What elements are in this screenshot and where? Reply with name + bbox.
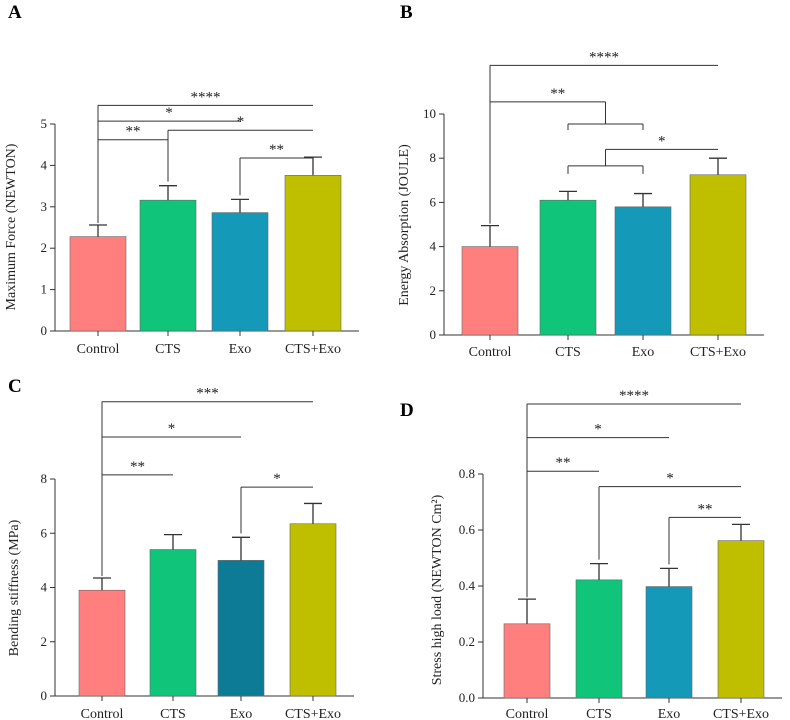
- category-label: Exo: [229, 342, 252, 357]
- bar-control: [461, 246, 519, 336]
- bar-control: [503, 623, 551, 699]
- y-tick-label: 6: [41, 525, 48, 540]
- y-tick-label: 10: [423, 106, 436, 121]
- y-tick-label: 4: [41, 580, 48, 595]
- significance-bracket: **: [490, 86, 644, 130]
- significance-stars: ****: [589, 49, 619, 65]
- bar-control: [78, 589, 126, 697]
- panel-label: C: [8, 376, 22, 397]
- bar-cts-exo: [717, 540, 765, 699]
- significance-bracket: ****: [489, 49, 718, 224]
- panel-label: A: [8, 2, 22, 23]
- y-tick-label: 2: [430, 283, 437, 298]
- bar-cts: [139, 199, 197, 332]
- category-label: Control: [469, 345, 512, 360]
- significance-stars: *: [273, 471, 281, 487]
- significance-bracket: **: [526, 455, 599, 598]
- significance-bracket: **: [239, 142, 313, 196]
- y-tick-label: 0.4: [459, 578, 476, 593]
- category-label: CTS: [586, 707, 612, 720]
- significance-stars: *: [666, 471, 674, 487]
- y-tick-label: 0.8: [459, 466, 475, 481]
- y-tick-label: 0: [41, 688, 48, 703]
- bar-cts: [539, 199, 597, 336]
- category-label: CTS: [160, 707, 186, 720]
- significance-bracket: *: [240, 471, 313, 534]
- panel-d: D 0.0 0.2 0.4 0.6 0.8 Stress high load (NEWTON…: [400, 388, 782, 720]
- category-label: CTS+Exo: [285, 707, 341, 720]
- bar-exo: [614, 206, 672, 336]
- bar-exo: [211, 212, 269, 332]
- significance-stars: ****: [619, 388, 649, 404]
- significance-bracket: **: [101, 459, 173, 577]
- significance-stars: *: [168, 421, 176, 437]
- y-axis-label: Stress high load (NEWTON Cm²): [430, 494, 445, 685]
- y-axis-label: Bending stiffness (MPa): [7, 519, 22, 656]
- y-tick-label: 0.0: [459, 690, 475, 705]
- category-label: CTS: [555, 345, 581, 360]
- significance-stars: **: [556, 455, 571, 471]
- y-tick-label: 8: [41, 471, 48, 486]
- significance-stars: *: [594, 422, 602, 438]
- panel-a: A 0 1 2 3 4 5 Maximum Force (NEWTON) Control CTS E…: [4, 2, 359, 357]
- significance-bracket: *: [526, 422, 669, 598]
- significance-bracket: **: [668, 501, 741, 565]
- significance-bracket: *: [167, 114, 313, 182]
- bar-cts-exo: [689, 174, 747, 336]
- y-tick-label: 2: [41, 240, 48, 255]
- significance-stars: ***: [196, 386, 219, 402]
- panel-b: B 0 2 4 6 8 10 Energy Absorption (JOULE) Control…: [397, 2, 764, 360]
- significance-stars: **: [126, 124, 141, 140]
- panel-label: D: [400, 400, 414, 421]
- significance-stars: *: [165, 105, 173, 121]
- y-tick-label: 3: [41, 199, 48, 214]
- category-label: Exo: [632, 345, 655, 360]
- bar-control: [69, 236, 127, 332]
- y-tick-label: 4: [41, 157, 48, 172]
- significance-bracket: *: [598, 471, 741, 560]
- category-label: CTS+Exo: [713, 707, 769, 720]
- bar-exo: [217, 560, 265, 697]
- category-label: Control: [77, 342, 120, 357]
- bar-cts-exo: [289, 523, 337, 697]
- y-axis-label: Maximum Force (NEWTON): [4, 143, 19, 310]
- y-tick-label: 1: [41, 282, 48, 297]
- category-label: Control: [81, 707, 124, 720]
- significance-stars: **: [698, 501, 713, 517]
- category-label: Exo: [230, 707, 253, 720]
- y-tick-label: 0.6: [459, 522, 476, 537]
- significance-stars: **: [550, 86, 565, 102]
- significance-bracket: ***: [101, 386, 313, 577]
- significance-stars: ****: [191, 89, 221, 105]
- significance-bracket: ****: [526, 388, 741, 598]
- category-label: Exo: [658, 707, 681, 720]
- significance-stars: *: [237, 114, 245, 130]
- y-tick-label: 8: [430, 150, 437, 165]
- bar-exo: [645, 586, 693, 699]
- significance-stars: *: [658, 133, 666, 149]
- category-label: Control: [506, 707, 549, 720]
- y-tick-label: 0: [41, 323, 48, 338]
- category-label: CTS+Exo: [285, 342, 341, 357]
- category-label: CTS: [155, 342, 181, 357]
- panel-label: B: [400, 2, 413, 23]
- y-tick-label: 0: [430, 327, 437, 342]
- y-tick-label: 0.2: [459, 634, 475, 649]
- bar-cts: [149, 549, 197, 697]
- significance-stars: **: [269, 142, 284, 158]
- bar-cts: [575, 579, 623, 699]
- panel-c: C 0 2 4 6 8 Bending stiffness (MPa) Control CTS E…: [7, 376, 354, 720]
- y-axis-label: Energy Absorption (JOULE): [397, 144, 412, 306]
- y-tick-label: 5: [41, 116, 48, 131]
- significance-bracket: *: [567, 133, 718, 174]
- y-tick-label: 4: [430, 239, 437, 254]
- bar-cts-exo: [284, 175, 342, 332]
- significance-bracket: **: [97, 124, 168, 224]
- category-label: CTS+Exo: [690, 345, 746, 360]
- y-tick-label: 2: [41, 634, 48, 649]
- y-tick-label: 6: [430, 194, 437, 209]
- significance-stars: **: [130, 459, 145, 475]
